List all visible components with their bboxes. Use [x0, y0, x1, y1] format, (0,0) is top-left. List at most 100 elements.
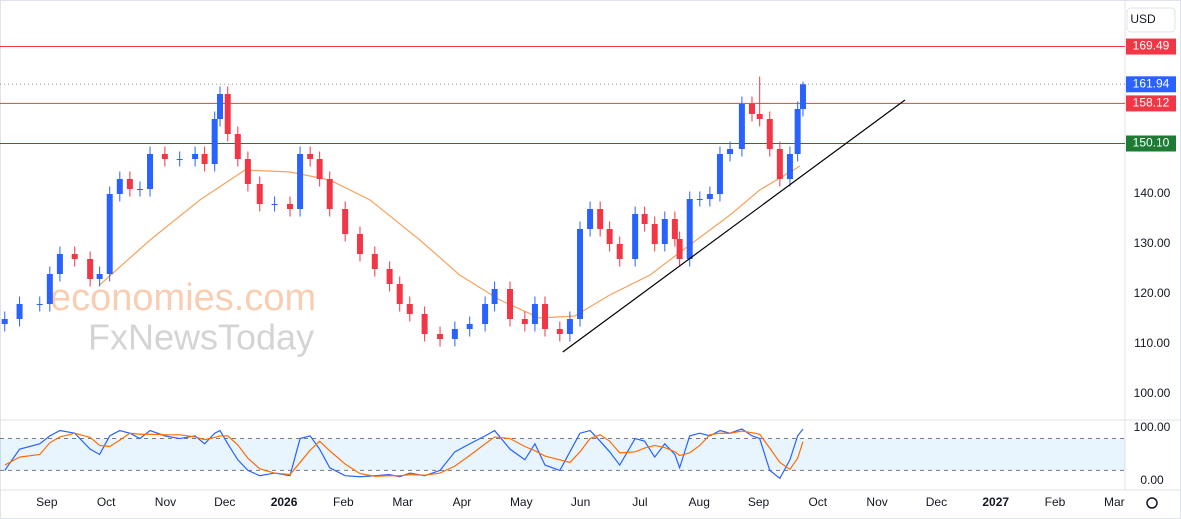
candle-body [192, 154, 199, 159]
candle-body [286, 204, 293, 209]
x-tick-label: Dec [214, 495, 235, 509]
currency-button[interactable] [1126, 7, 1176, 33]
x-tick-label: Dec [926, 495, 947, 509]
candle-body [46, 274, 53, 304]
y-tick-label: 110.00 [1134, 336, 1170, 350]
x-tick-label: Mar [1104, 495, 1125, 509]
x-tick-label: Mar [392, 495, 413, 509]
candle-body [531, 304, 538, 324]
candle-body [437, 334, 444, 339]
candle-body [297, 154, 304, 209]
candle-body [738, 104, 745, 149]
candle-body [106, 194, 113, 274]
x-tick-label: Nov [866, 495, 887, 509]
candle-body [386, 269, 393, 284]
candle-body [606, 229, 613, 244]
candle-body [521, 319, 528, 324]
moving-average [99, 165, 801, 319]
candle-body [126, 179, 133, 189]
candle-body [16, 304, 23, 319]
candle-body [451, 329, 458, 339]
candle-body [71, 254, 78, 259]
level-tag [1126, 95, 1176, 112]
candle-body [211, 119, 218, 164]
candle-body [1, 319, 8, 324]
candle-body [466, 324, 473, 329]
x-tick-label: 2026 [271, 495, 298, 509]
candle-body [597, 209, 604, 229]
candle-body [234, 134, 241, 159]
candle-body [641, 214, 648, 224]
candle-body [356, 234, 363, 254]
x-tick-label: Sep [36, 495, 58, 509]
candle-body [766, 119, 773, 149]
level-tag [1126, 38, 1176, 55]
x-tick-label: Oct [97, 495, 116, 509]
candle-body [556, 329, 563, 334]
candle-body [576, 229, 583, 319]
y-tick-label: 100.00 [1134, 420, 1171, 434]
y-tick-label: 120.00 [1134, 286, 1171, 300]
candle-body [87, 259, 94, 279]
candle-body [217, 94, 224, 119]
candle-body [271, 204, 278, 205]
candle-body [542, 304, 549, 329]
x-tick-label: Sep [748, 495, 770, 509]
candle-body [661, 219, 668, 244]
candle-body [307, 154, 314, 159]
candle-body [799, 84, 806, 109]
candle-body [776, 149, 783, 179]
currency[interactable]: USD [1130, 12, 1156, 26]
y-tick-label: 100.00 [1134, 386, 1171, 400]
x-tick-label: Jun [571, 495, 590, 509]
candle-body [421, 314, 428, 334]
trendline [562, 99, 906, 353]
candle-body [676, 239, 683, 259]
level-label: 158.12 [1133, 96, 1170, 110]
last-price-tag [1126, 76, 1176, 93]
x-tick-label: Oct [808, 495, 827, 509]
x-tick-label: Aug [689, 495, 710, 509]
candle-body [176, 159, 183, 160]
candle-body [616, 244, 623, 259]
candle-body [671, 219, 678, 239]
last-price-label: 161.94 [1133, 76, 1170, 90]
settings-icon[interactable] [1146, 497, 1158, 509]
x-tick-label: Feb [1045, 495, 1066, 509]
candle-body [566, 319, 573, 334]
candle-body [371, 254, 378, 269]
candle-body [651, 224, 658, 244]
candle-body [686, 199, 693, 259]
candle-body [406, 304, 413, 314]
candle-body [696, 199, 703, 200]
x-tick-label: 2027 [982, 495, 1009, 509]
x-tick-label: Apr [453, 495, 472, 509]
level-tag [1126, 135, 1176, 152]
candle-body [632, 214, 639, 259]
candle-body [326, 179, 333, 209]
candle-body [706, 194, 713, 199]
candle-body [316, 159, 323, 179]
y-tick-label: 140.00 [1134, 186, 1171, 200]
candle-body [256, 184, 263, 204]
candle-body [201, 154, 208, 164]
x-tick-label: May [510, 495, 533, 509]
candle-body [716, 154, 723, 194]
candle-body [794, 109, 801, 154]
watermark: FxNewsToday [88, 317, 314, 358]
candle-body [116, 179, 123, 194]
candle-body [396, 284, 403, 304]
x-tick-label: Jul [632, 495, 647, 509]
candle-body [342, 209, 349, 234]
candle-body [482, 304, 489, 324]
watermark: economies.com [50, 277, 316, 319]
candle-body [36, 304, 43, 305]
candle-body [748, 104, 755, 114]
candle-body [147, 154, 154, 189]
candle-body [136, 189, 143, 190]
level-label: 169.49 [1133, 39, 1170, 53]
candle-body [56, 254, 63, 274]
